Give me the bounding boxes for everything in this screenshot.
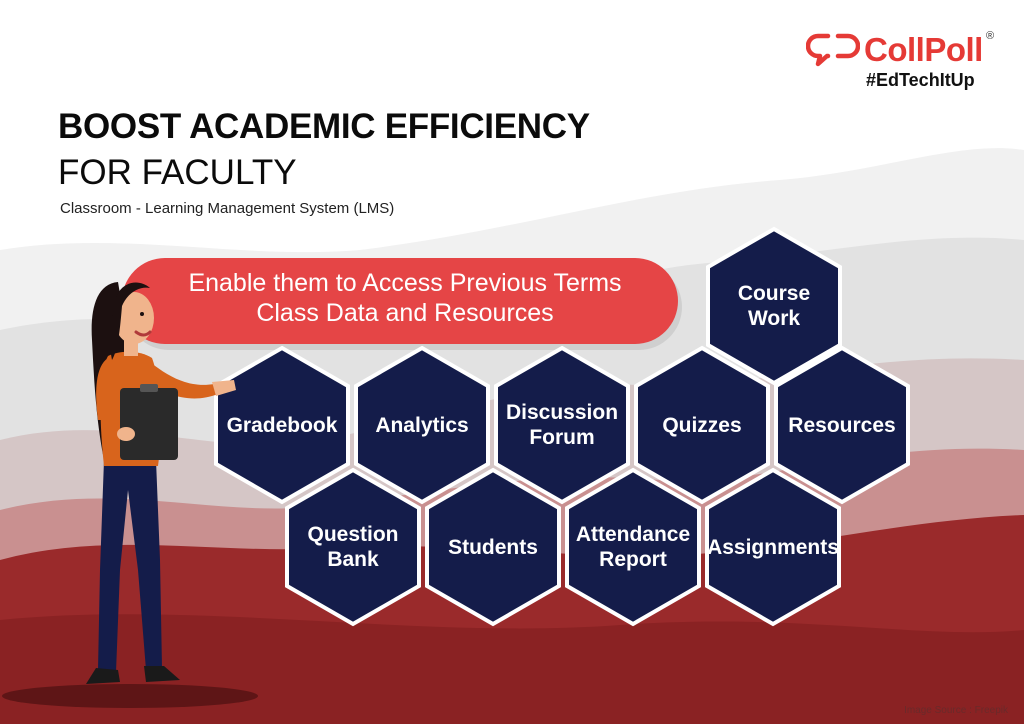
hexagon-icon: [354, 345, 490, 505]
module-label: Resources: [788, 413, 896, 437]
hexagon-icon: [705, 467, 841, 627]
module-discussion-forum: Discussion Forum: [492, 345, 632, 505]
hexagon-icon: [285, 467, 421, 627]
module-gradebook: Gradebook: [212, 345, 352, 505]
page-subtitle: FOR FACULTY: [58, 153, 297, 192]
speech-bubble-icon: [806, 33, 860, 67]
image-credit: Image Source : Freepik: [904, 705, 1008, 716]
callout-banner: Enable them to Access Previous Terms Cla…: [122, 258, 678, 344]
module-analytics: Analytics: [352, 345, 492, 505]
module-quizzes: Quizzes: [632, 345, 772, 505]
banner-text: Enable them to Access Previous Terms Cla…: [162, 268, 648, 328]
module-students: Students: [423, 467, 563, 627]
hexagon-icon: [425, 467, 561, 627]
brand-name: CollPoll: [864, 31, 983, 68]
hexagon-icon: [706, 226, 842, 386]
module-label: Quizzes: [662, 413, 742, 437]
brand-tagline: #EdTechItUp: [866, 70, 975, 90]
module-label: Question Bank: [307, 523, 399, 571]
registered-mark: ®: [986, 30, 995, 42]
module-label: Students: [448, 535, 538, 559]
page-title: BOOST ACADEMIC EFFICIENCY: [58, 107, 590, 146]
hexagon-icon: [774, 345, 910, 505]
banner-line-1: Enable them to Access Previous Terms: [188, 269, 622, 297]
module-label: Discussion Forum: [505, 401, 619, 449]
module-label: Analytics: [375, 413, 469, 437]
collpoll-logo: CollPoll ® #EdTechItUp: [806, 30, 1006, 90]
module-assignments: Assignments: [703, 467, 843, 627]
module-question-bank: Question Bank: [283, 467, 423, 627]
hexagon-icon: [494, 345, 630, 505]
module-label: Course Work: [737, 282, 811, 330]
module-label: Attendance Report: [575, 523, 691, 571]
module-attendance-report: Attendance Report: [563, 467, 703, 627]
module-label: Assignments: [707, 535, 839, 559]
presenter-illustration: [2, 282, 258, 708]
module-resources: Resources: [772, 345, 912, 505]
module-label: Gradebook: [226, 413, 338, 437]
hexagon-icon: [634, 345, 770, 505]
banner-line-2: Class Data and Resources: [256, 299, 554, 327]
module-course-work: Course Work: [704, 226, 844, 386]
page-caption: Classroom - Learning Management System (…: [60, 200, 395, 217]
hexagon-icon: [565, 467, 701, 627]
